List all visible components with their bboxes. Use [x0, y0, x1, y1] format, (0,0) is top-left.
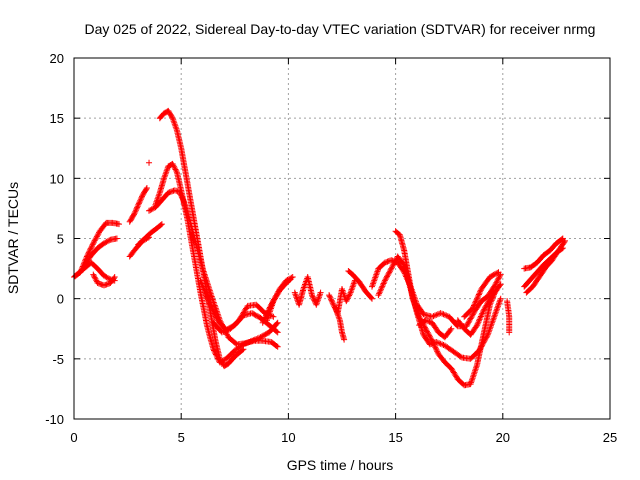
x-tick-label: 25 [603, 430, 617, 445]
y-tick-label: 15 [50, 111, 64, 126]
data-series-track-cc [523, 237, 568, 296]
data-series-track-r [332, 305, 348, 343]
y-tick-label: 5 [57, 232, 64, 247]
data-series-track-w [416, 317, 455, 341]
data-series-track-y [461, 269, 502, 320]
data-series-track-o [264, 276, 294, 324]
y-tick-label: -5 [52, 352, 64, 367]
x-axis-label: GPS time / hours [287, 457, 394, 473]
data-marks [71, 107, 568, 389]
data-series-track-x [454, 281, 504, 338]
data-series-track-v [392, 228, 500, 389]
axis-ticks: 0 5 10 15 20 25 -10 -5 0 5 10 15 20 [45, 51, 617, 445]
data-series-track-c [81, 235, 120, 268]
y-tick-label: 10 [50, 171, 64, 186]
data-series-track-s [345, 268, 375, 302]
x-tick-label: 5 [178, 430, 185, 445]
y-tick-label: 0 [57, 292, 64, 307]
data-point [146, 159, 153, 166]
y-tick-label: 20 [50, 51, 64, 66]
data-series-track-aa [521, 235, 566, 272]
x-tick-label: 20 [496, 430, 510, 445]
data-series-track-z [504, 298, 513, 336]
data-series-track-q [326, 277, 358, 317]
x-tick-label: 10 [281, 430, 295, 445]
data-series-track-h [135, 221, 165, 248]
data-series-track-p [291, 274, 324, 308]
data-series-track-t [369, 257, 504, 330]
grid-lines [74, 58, 610, 419]
x-tick-label: 15 [388, 430, 402, 445]
data-series-track-d [90, 271, 118, 289]
data-series-track-f [126, 185, 150, 225]
x-tick-label: 0 [70, 430, 77, 445]
y-tick-label: -10 [45, 412, 64, 427]
chart-title: Day 025 of 2022, Sidereal Day-to-day VTE… [85, 21, 596, 37]
y-axis-label: SDTVAR / TECUs [5, 182, 21, 294]
